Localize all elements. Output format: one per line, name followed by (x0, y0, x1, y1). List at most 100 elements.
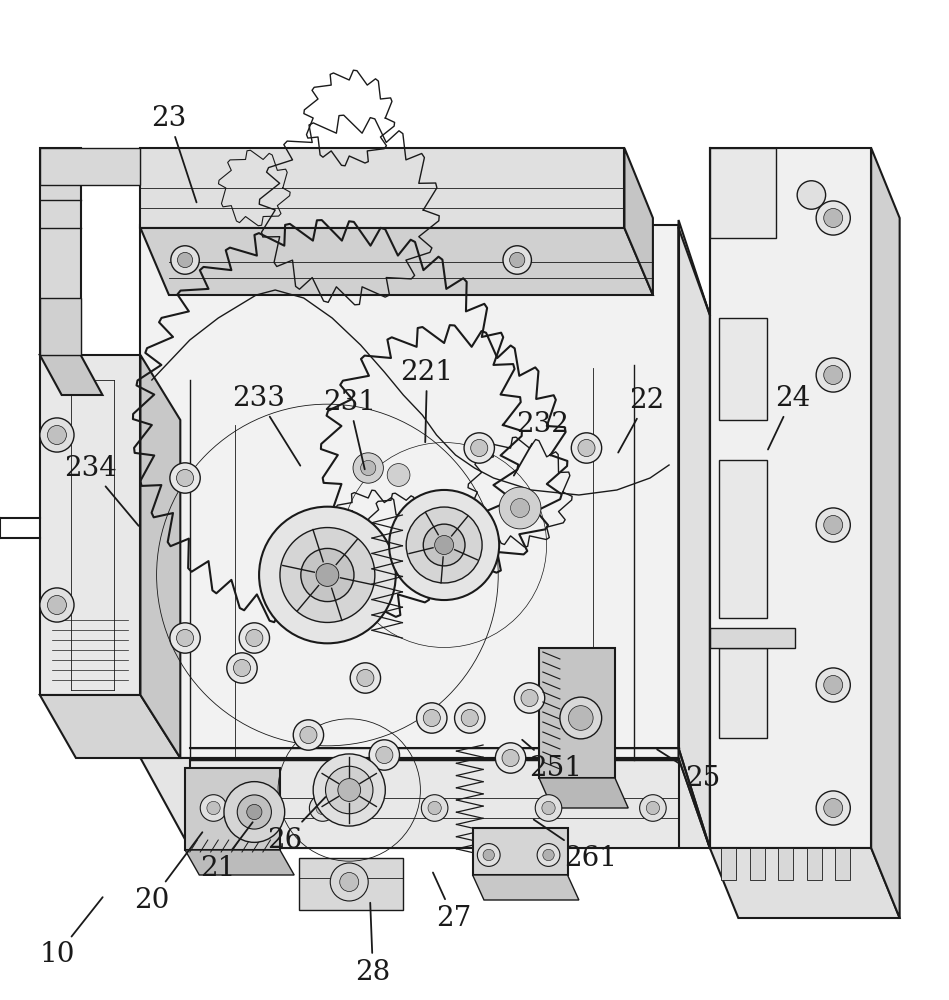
Circle shape (824, 799, 843, 817)
Circle shape (247, 804, 262, 820)
Circle shape (300, 726, 317, 744)
Circle shape (543, 849, 554, 861)
Circle shape (455, 703, 485, 733)
Circle shape (824, 516, 843, 534)
Circle shape (521, 689, 538, 707)
Text: 27: 27 (433, 873, 472, 932)
Polygon shape (140, 228, 653, 295)
Polygon shape (624, 148, 653, 295)
Circle shape (316, 564, 339, 586)
Text: 251: 251 (522, 740, 582, 782)
Circle shape (330, 863, 368, 901)
Text: 231: 231 (323, 388, 376, 469)
Circle shape (495, 743, 526, 773)
Circle shape (207, 801, 220, 815)
Circle shape (389, 490, 499, 600)
Circle shape (578, 439, 595, 457)
Polygon shape (539, 648, 615, 778)
Circle shape (40, 418, 74, 452)
Circle shape (227, 653, 257, 683)
Polygon shape (40, 148, 81, 355)
Circle shape (237, 795, 271, 829)
Circle shape (177, 629, 194, 647)
Circle shape (259, 507, 396, 643)
Polygon shape (40, 695, 180, 758)
Circle shape (816, 668, 850, 702)
Circle shape (40, 588, 74, 622)
Text: 20: 20 (134, 832, 202, 914)
Circle shape (824, 209, 843, 227)
Circle shape (421, 795, 448, 821)
Circle shape (824, 366, 843, 384)
Circle shape (510, 252, 525, 268)
Circle shape (537, 844, 560, 866)
Polygon shape (40, 355, 102, 395)
Circle shape (471, 439, 488, 457)
Circle shape (170, 463, 200, 493)
Circle shape (483, 849, 494, 861)
Polygon shape (190, 760, 679, 848)
Text: 232: 232 (513, 412, 569, 476)
Polygon shape (807, 848, 822, 880)
Polygon shape (185, 768, 280, 850)
Polygon shape (40, 148, 140, 185)
Circle shape (560, 697, 602, 739)
Circle shape (502, 749, 519, 767)
Circle shape (170, 623, 200, 653)
Circle shape (376, 746, 393, 764)
Polygon shape (835, 848, 850, 880)
Circle shape (503, 246, 531, 274)
Circle shape (47, 596, 66, 614)
Circle shape (340, 873, 359, 891)
Circle shape (417, 703, 447, 733)
Polygon shape (719, 648, 767, 738)
Circle shape (797, 181, 826, 209)
Circle shape (177, 469, 194, 487)
Polygon shape (539, 778, 628, 808)
Circle shape (464, 433, 494, 463)
Circle shape (387, 464, 410, 486)
Polygon shape (679, 225, 710, 848)
Circle shape (640, 795, 666, 821)
Circle shape (200, 795, 227, 821)
Text: 233: 233 (232, 384, 300, 466)
Polygon shape (140, 758, 710, 848)
Circle shape (246, 629, 263, 647)
Polygon shape (473, 875, 579, 900)
Polygon shape (140, 225, 679, 758)
Circle shape (326, 766, 373, 814)
Polygon shape (140, 355, 180, 758)
Polygon shape (40, 355, 140, 695)
Text: 10: 10 (39, 897, 102, 968)
Polygon shape (710, 628, 795, 648)
Circle shape (301, 548, 354, 602)
Polygon shape (710, 148, 776, 238)
Text: 23: 23 (151, 104, 196, 202)
Polygon shape (473, 828, 568, 875)
Polygon shape (152, 238, 669, 748)
Circle shape (406, 507, 482, 583)
Circle shape (233, 659, 251, 677)
Polygon shape (140, 148, 624, 228)
Polygon shape (871, 148, 900, 918)
Text: 21: 21 (200, 822, 252, 882)
Circle shape (423, 709, 440, 727)
Text: 26: 26 (267, 797, 326, 853)
Circle shape (435, 536, 454, 554)
Circle shape (423, 524, 465, 566)
Circle shape (338, 779, 361, 801)
Text: 24: 24 (768, 384, 810, 449)
Circle shape (511, 499, 530, 517)
Polygon shape (719, 460, 767, 618)
Circle shape (477, 844, 500, 866)
Circle shape (824, 676, 843, 694)
Circle shape (816, 358, 850, 392)
Polygon shape (750, 848, 765, 880)
Polygon shape (710, 148, 871, 848)
Circle shape (535, 795, 562, 821)
Text: 22: 22 (618, 386, 665, 453)
Polygon shape (778, 848, 793, 880)
Text: 28: 28 (355, 903, 391, 985)
Circle shape (293, 720, 324, 750)
Circle shape (816, 791, 850, 825)
